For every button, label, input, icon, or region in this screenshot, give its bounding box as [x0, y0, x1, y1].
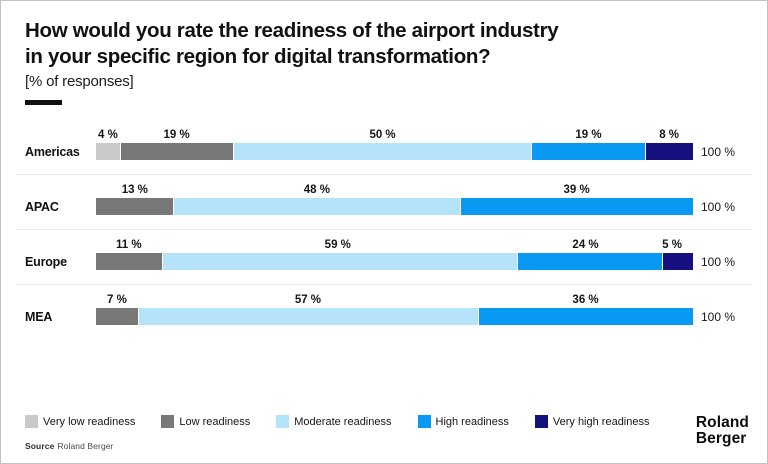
segment-labels: 4 % 19 % 50 % 19 % 8 %: [96, 128, 693, 143]
stacked-bar-chart: 4 % 19 % 50 % 19 % 8 % Americas 100 % 13 % 48 % 3…: [17, 120, 751, 339]
segment-value-label: 4 %: [98, 129, 118, 142]
logo-line2: Berger: [695, 430, 747, 448]
logo-line1: Roland: [695, 414, 749, 432]
bar-segment: [460, 198, 693, 216]
row-total: 100 %: [701, 254, 736, 269]
segment-value-label: 24 %: [572, 239, 599, 252]
bar-segment: [96, 308, 139, 326]
row-total: 100 %: [701, 199, 736, 214]
chart-row: 4 % 19 % 50 % 19 % 8 % Americas 100 %: [17, 120, 751, 176]
chart-footer: Very low readiness Low readiness Moderate …: [25, 415, 650, 451]
bar-segment: [96, 198, 175, 216]
legend-label: Very low readiness: [43, 415, 136, 428]
chart-row: 13 % 48 % 39 % APAC 100 %: [17, 175, 751, 231]
bar-segment: [163, 253, 518, 271]
legend-swatch: [417, 415, 431, 428]
bar-segment: [645, 143, 693, 161]
bar-segment: [96, 143, 121, 161]
segment-value-label: 36 %: [572, 294, 599, 307]
bar-segment: [138, 308, 479, 326]
legend-item: Very high readiness: [534, 415, 650, 428]
legend-label: High readiness: [435, 415, 509, 428]
segment-value-label: 57 %: [294, 294, 322, 307]
bar-segment: [478, 308, 694, 326]
bar-track: [96, 253, 693, 271]
subtitle: [% of responses]: [25, 73, 134, 91]
legend-label: Very high readiness: [552, 415, 650, 428]
segment-labels: 7 % 57 % 36 %: [96, 293, 693, 308]
chart-row: 7 % 57 % 36 % MEA 100 %: [17, 285, 751, 339]
segment-value-label: 50 %: [369, 129, 396, 142]
source-value: Roland Berger: [57, 441, 114, 451]
legend-swatch: [276, 415, 290, 428]
bar-segment: [663, 253, 693, 271]
segment-value-label: 39 %: [563, 184, 590, 197]
legend: Very low readiness Low readiness Moderate …: [25, 415, 650, 428]
legend-label: Low readiness: [179, 415, 251, 428]
category-label: MEA: [25, 309, 53, 324]
segment-value-label: 7 %: [106, 294, 127, 307]
bar-line: MEA 100 %: [17, 308, 751, 326]
source-line: Source Roland Berger: [25, 441, 647, 451]
bar-segment: [234, 143, 532, 161]
chart-row: 11 % 59 % 24 % 5 % Europe 100 %: [17, 230, 751, 286]
legend-swatch: [25, 415, 38, 428]
page-title: How would you rate the readiness of the …: [25, 18, 743, 70]
category-label: Americas: [25, 144, 80, 159]
bar-segment: [96, 253, 163, 271]
bar-segment: [531, 143, 646, 161]
segment-value-label: 5 %: [662, 239, 683, 252]
segment-value-label: 59 %: [324, 239, 351, 252]
segment-value-label: 19 %: [163, 129, 190, 142]
bar-segment: [120, 143, 235, 161]
bar-track: [96, 308, 694, 326]
category-label: Europe: [25, 254, 67, 269]
bar-segment: [174, 198, 461, 216]
segment-labels: 11 % 59 % 24 % 5 %: [96, 238, 693, 253]
segment-value-label: 19 %: [575, 129, 602, 142]
header: How would you rate the readiness of the …: [1, 1, 767, 106]
row-total: 100 %: [701, 309, 736, 324]
bar-track: [96, 143, 693, 161]
legend-swatch: [534, 415, 548, 428]
legend-item: Very low readiness: [25, 415, 135, 428]
bar-segment: [518, 253, 663, 271]
category-label: APAC: [25, 199, 59, 214]
legend-label: Moderate readiness: [294, 415, 392, 428]
legend-item: High readiness: [417, 415, 509, 428]
bar-line: Europe 100 %: [17, 253, 751, 271]
row-total: 100 %: [701, 144, 736, 159]
source-label: Source: [25, 441, 55, 451]
roland-berger-logo: Roland Berger: [696, 415, 749, 447]
bar-track: [96, 198, 693, 216]
segment-value-label: 8 %: [659, 129, 680, 142]
legend-item: Moderate readiness: [276, 415, 392, 428]
segment-value-label: 48 %: [303, 184, 330, 197]
legend-swatch: [161, 415, 175, 428]
bar-line: APAC 100 %: [17, 198, 751, 216]
legend-item: Low readiness: [161, 415, 250, 428]
segment-value-label: 11 %: [116, 239, 142, 252]
page-title-line1: How would you rate the readiness of the …: [25, 19, 559, 42]
title-dash: [25, 100, 62, 106]
segment-labels: 13 % 48 % 39 %: [96, 183, 693, 198]
page-title-line2: in your specific region for digital tran…: [25, 45, 491, 69]
segment-value-label: 13 %: [121, 184, 148, 197]
bar-line: Americas 100 %: [17, 143, 751, 161]
